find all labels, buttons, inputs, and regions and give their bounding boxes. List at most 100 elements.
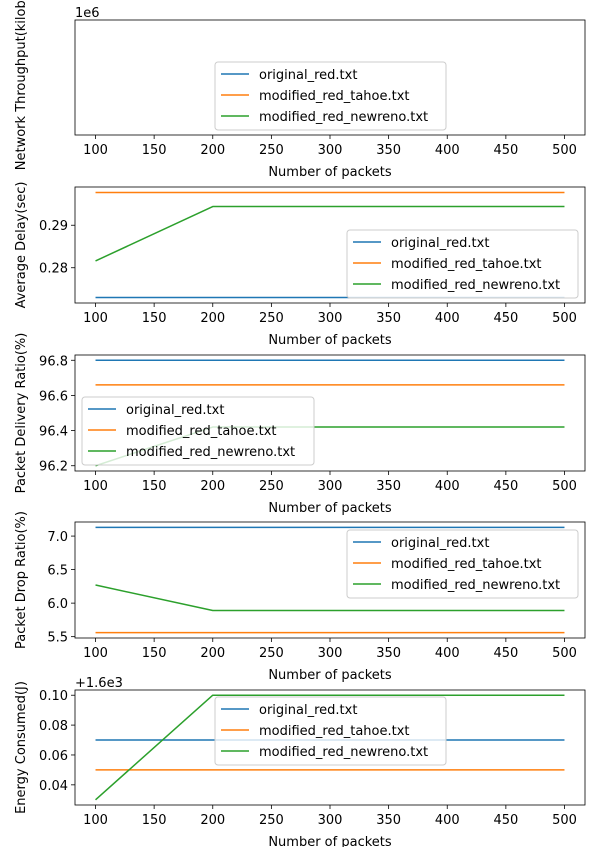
x-tick-label: 450 <box>493 479 518 494</box>
legend-label: modified_red_newreno.txt <box>126 445 295 460</box>
x-tick-label: 250 <box>259 813 284 828</box>
y-tick-label: 96.6 <box>39 389 68 404</box>
x-tick-label: 450 <box>493 646 518 661</box>
x-tick-label: 300 <box>318 479 343 494</box>
x-tick-label: 250 <box>259 646 284 661</box>
y-tick-label: 0.08 <box>39 719 68 734</box>
legend-label: modified_red_tahoe.txt <box>259 724 410 739</box>
y-tick-label: 96.8 <box>39 354 68 369</box>
y-axis-label: Packet Delivery Ratio(%) <box>14 333 29 494</box>
x-tick-label: 300 <box>318 646 343 661</box>
y-offset-text: +1.6e3 <box>75 676 123 691</box>
legend-label: original_red.txt <box>259 68 357 83</box>
x-tick-label: 350 <box>376 143 401 158</box>
legend-box <box>214 61 447 131</box>
legend-label: modified_red_newreno.txt <box>259 745 428 760</box>
x-tick-label: 350 <box>376 646 401 661</box>
x-tick-label: 500 <box>552 646 577 661</box>
y-axis-label: Packet Drop Ratio(%) <box>14 511 29 649</box>
y-offset-text: 1e6 <box>75 6 100 21</box>
x-tick-label: 400 <box>435 479 460 494</box>
y-axis-label: Energy Consumed(J) <box>14 681 29 814</box>
x-tick-label: 200 <box>200 143 225 158</box>
series-line-3 <box>95 694 565 801</box>
x-tick-label: 250 <box>259 479 284 494</box>
y-tick-label: 96.4 <box>39 425 68 440</box>
x-tick-label: 450 <box>493 311 518 326</box>
x-tick-label: 150 <box>142 311 167 326</box>
y-tick-label: 0.04 <box>39 779 68 794</box>
x-tick-label: 300 <box>318 311 343 326</box>
legend-label: original_red.txt <box>126 403 224 418</box>
x-tick-label: 350 <box>376 479 401 494</box>
x-tick-label: 150 <box>142 143 167 158</box>
y-tick-label: 0.29 <box>39 219 68 234</box>
legend-label: modified_red_tahoe.txt <box>391 257 542 272</box>
chart-panel-1: 1001502002503003504004505001.161.181.201… <box>14 0 586 180</box>
x-tick-label: 400 <box>435 143 460 158</box>
x-axis-label: Number of packets <box>268 165 392 180</box>
x-tick-label: 350 <box>376 813 401 828</box>
x-tick-label: 150 <box>142 813 167 828</box>
y-tick-label: 6.0 <box>47 597 68 612</box>
chart-panel-4: 100 150 200 250 300 350 400 450 500 5.5 6.0 6.5 7.0 N… <box>14 511 586 683</box>
legend: original_red.txt modified_red_tahoe.txtmo… <box>214 61 447 131</box>
legend-label: modified_red_newreno.txt <box>391 578 560 593</box>
y-tick-label: 96.2 <box>39 460 68 475</box>
x-tick-label: 200 <box>200 646 225 661</box>
legend-label: original_red.txt <box>391 236 489 251</box>
y-tick-label: 0.10 <box>39 689 68 704</box>
x-tick-label: 400 <box>435 813 460 828</box>
y-tick-label: 7.0 <box>47 530 68 545</box>
x-tick-label: 100 <box>83 311 108 326</box>
x-axis-label: Number of packets <box>268 501 392 516</box>
x-tick-label: 300 <box>318 813 343 828</box>
y-axis-label: Average Delay(sec) <box>14 182 29 309</box>
series-line-3 <box>95 584 565 612</box>
chart-panel-5: 100 150 200 250 300 350 400 450 500 0.04 0.06 0.08 0… <box>14 676 586 847</box>
y-axis-label: Network Throughput(kilobits <box>14 0 29 170</box>
x-tick-label: 200 <box>200 813 225 828</box>
x-tick-label: 250 <box>259 311 284 326</box>
x-tick-label: 150 <box>142 646 167 661</box>
y-tick-label: 6.5 <box>47 564 68 579</box>
x-tick-label: 400 <box>435 646 460 661</box>
x-tick-label: 300 <box>318 143 343 158</box>
x-axis-label: Number of packets <box>268 668 392 683</box>
series-line-3 <box>95 205 565 262</box>
y-tick-label: 5.5 <box>47 631 68 646</box>
x-tick-label: 400 <box>435 311 460 326</box>
legend-label: original_red.txt <box>391 536 489 551</box>
x-tick-label: 100 <box>83 479 108 494</box>
y-tick-label: 0.06 <box>39 749 68 764</box>
x-tick-label: 500 <box>552 311 577 326</box>
legend-label: modified_red_newreno.txt <box>391 278 560 293</box>
chart-panel-2: 100 150 200 250 300 350 400 450 500 0.28 0.29 Numbe… <box>14 182 586 348</box>
x-tick-label: 200 <box>200 311 225 326</box>
legend-label: modified_red_tahoe.txt <box>126 424 277 439</box>
legend-label: modified_red_newreno.txt <box>259 110 428 125</box>
x-tick-label: 350 <box>376 311 401 326</box>
x-tick-label: 100 <box>83 646 108 661</box>
x-tick-label: 500 <box>552 813 577 828</box>
legend: original_red.txt modified_red_tahoe.txtmo… <box>81 396 315 466</box>
x-axis-label: Number of packets <box>268 333 392 348</box>
legend: original_red.txt modified_red_tahoe.txtmo… <box>214 696 447 766</box>
x-tick-label: 450 <box>493 143 518 158</box>
y-tick-label: 0.28 <box>39 262 68 277</box>
legend-box <box>214 696 447 766</box>
x-tick-label: 250 <box>259 143 284 158</box>
x-tick-label: 500 <box>552 143 577 158</box>
x-tick-label: 100 <box>83 813 108 828</box>
legend: original_red.txt modified_red_tahoe.txtmo… <box>346 229 579 299</box>
legend-label: modified_red_tahoe.txt <box>259 89 410 104</box>
chart-panel-3: 100 150 200 250 300 350 400 450 500 96.2 96.4 96.6 9… <box>14 333 586 516</box>
x-tick-label: 150 <box>142 479 167 494</box>
legend-box <box>346 229 579 299</box>
x-axis-label: Number of packets <box>268 835 392 847</box>
legend-label: original_red.txt <box>259 703 357 718</box>
x-tick-label: 500 <box>552 479 577 494</box>
legend-box <box>346 529 579 599</box>
x-tick-label: 100 <box>83 143 108 158</box>
